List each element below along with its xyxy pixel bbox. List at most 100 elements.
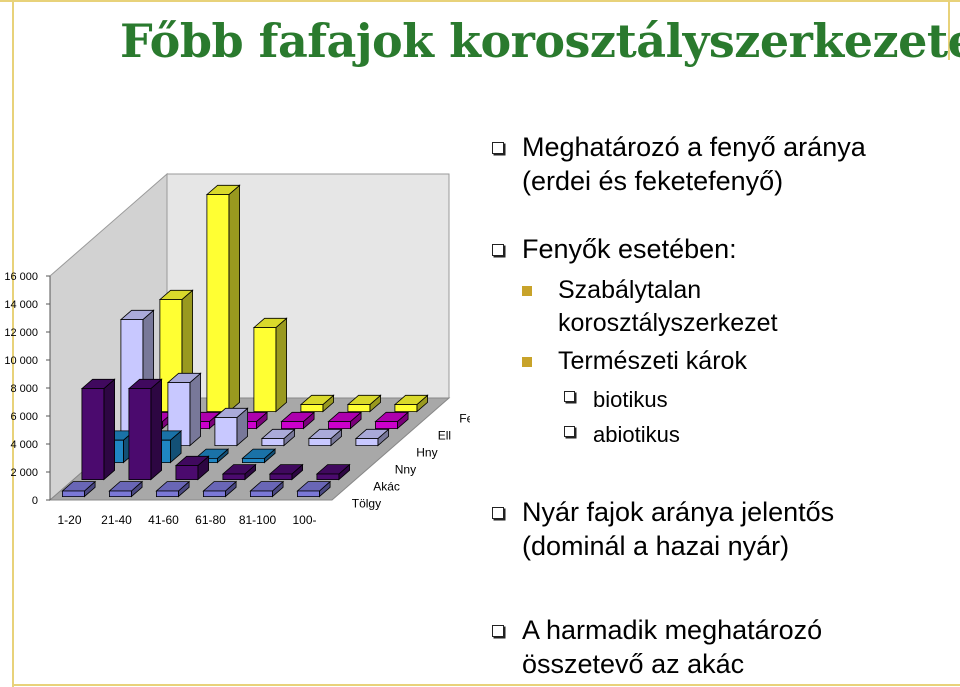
checkbox-bullet-icon [492,507,504,519]
bar-front [155,490,179,498]
bar-hny-41-60 [213,407,249,447]
bullet-abiotikus: abiotikus [593,422,680,447]
depth-label-fenyő: Fenyő [459,412,470,426]
bullet-2-sub-2-sub-1: biotikus [564,382,668,417]
bar-front [253,327,277,413]
bar-front [327,421,351,430]
depth-label-akác: Akác [373,480,400,494]
square-bullet-icon [522,286,532,296]
depth-label-tölgy: Tölgy [352,497,381,511]
y-tick-label: 14 000 [4,299,38,311]
depth-label-ell: Ell [438,429,451,443]
x-tick-label: 1-20 [57,513,81,527]
bar-side [103,378,115,481]
bar-front [214,417,238,447]
bullet-3-line-2: (dominál a hazai nyár) [522,531,790,561]
bar-front [296,490,320,498]
y-tick-label: 6 000 [10,411,38,423]
bullet-4-line-2: összetevő az akác [522,649,745,679]
checkbox-bullet-icon [492,244,504,256]
y-tick-label: 0 [32,495,38,507]
bar-side [150,378,163,481]
bullet-3-line-1: Nyár fajok aránya jelentős [522,497,835,527]
bullet-2-sub-2-sub-2: abiotikus [564,417,680,452]
y-tick-label: 4 000 [10,439,38,451]
bar-hny-81-100 [307,428,343,447]
checkbox-bullet-icon [564,426,575,437]
bar-front [347,404,371,413]
bullet-2-sub-2-text: Természeti károk [558,347,747,375]
bar-akác-81-100 [268,463,304,481]
frame-top-border [0,0,960,2]
x-tick-label: 100- [292,513,316,527]
x-tick-label: 21-40 [101,513,132,527]
bar-tölgy-100- [296,480,332,498]
bullet-2-sub-1-line-2: korosztályszerkezet [558,309,778,337]
checkbox-bullet-icon [492,625,504,637]
bullet-1: Meghatározó a fenyő aránya (erdei és fek… [492,130,866,198]
bar-hny-21-40 [166,372,202,447]
bar-front [202,490,226,498]
bullet-2: Fenyők esetében: [492,232,737,266]
bar-fenyő-41-60 [252,317,288,413]
x-tick-label: 61-80 [195,513,226,527]
chart-bars [61,184,429,498]
frame-bottom-border [12,684,960,686]
y-tick-label: 10 000 [4,355,38,367]
bar-chart-3d: 0 2 000 4 000 6 000 8 000 10 000 12 000 14 000 1… [4,172,470,527]
bar-front [300,404,324,413]
x-tick-label: 41-60 [148,513,179,527]
frame-right-border [948,0,950,60]
bar-front [355,438,379,447]
frame-left-border [12,0,14,687]
depth-label-hny: Hny [416,446,437,460]
bar-front [241,457,265,464]
bar-nny-61-80 [241,448,277,464]
bar-front [316,473,340,481]
bar-akác-41-60 [174,455,210,481]
bar-front [261,438,285,447]
bar-fenyő-100- [393,394,429,413]
bullet-2-sub-1: Szabálytalan korosztályszerkezet [522,274,778,340]
bullet-biotikus: biotikus [593,387,668,412]
bar-ell-61-80 [280,411,316,430]
bar-front [249,490,273,498]
bar-akác-21-40 [127,378,163,481]
bar-hny-100- [354,428,390,447]
bar-front [109,490,132,498]
bar-ell-100- [374,411,410,430]
bar-fenyő-21-40 [205,184,241,413]
y-tick-label: 12 000 [4,327,38,339]
bar-akác-61-80 [221,463,257,481]
bullet-4-line-1: A harmadik meghatározó [522,615,823,645]
bullet-1-line-1: Meghatározó a fenyő aránya [522,132,866,162]
bar-ell-81-100 [327,411,363,430]
bar-hny-61-80 [260,428,296,447]
x-tick-label: 81-100 [239,513,277,527]
checkbox-bullet-icon [492,142,504,154]
depth-label-nny: Nny [395,463,416,477]
bullet-1-line-2: (erdei és feketefenyő) [522,166,784,196]
bar-front [222,473,246,481]
bar-tölgy-21-40 [108,480,144,498]
bar-front [62,490,85,498]
y-axis: 0 2 000 4 000 6 000 8 000 10 000 12 000 14 000 1… [4,271,51,507]
bullet-3: Nyár fajok aránya jelentős (dominál a ha… [492,495,834,563]
bar-akác-100- [315,463,351,481]
bar-tölgy-61-80 [202,480,238,498]
bar-side [189,372,202,447]
bar-front [206,194,230,413]
bullet-2-text: Fenyők esetében: [522,234,737,264]
y-tick-label: 16 000 [4,271,38,283]
bar-tölgy-1-20 [61,480,97,498]
bar-fenyő-61-80 [299,394,335,413]
bar-akác-1-20 [80,378,116,481]
slide-title: Főbb fafajok korosztályszerkezete [120,14,960,68]
x-axis: 1-20 21-40 41-60 61-80 81-100 100- [57,513,316,527]
square-bullet-icon [522,357,532,367]
checkbox-bullet-icon [564,391,575,402]
y-tick-label: 8 000 [10,383,38,395]
bullet-2-sub-1-line-1: Szabálytalan [558,276,702,304]
bar-tölgy-41-60 [155,480,191,498]
